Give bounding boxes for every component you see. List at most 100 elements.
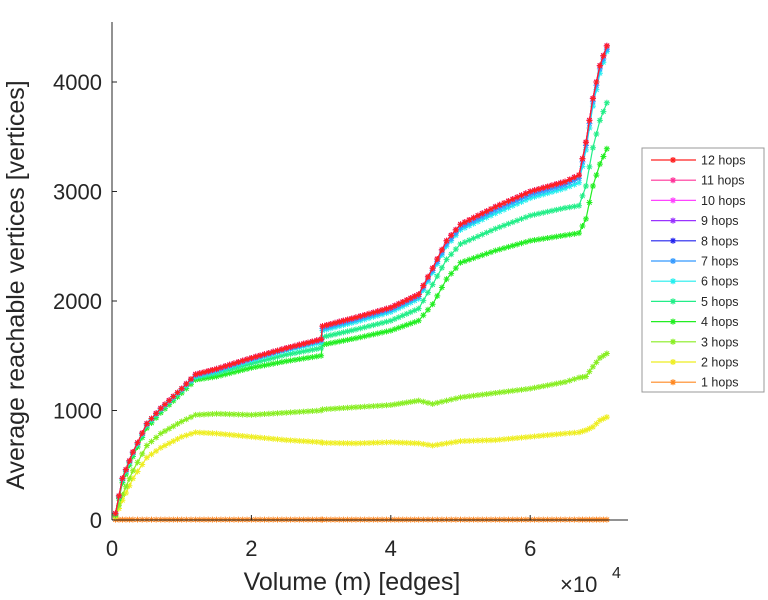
data-point <box>166 397 173 404</box>
data-point <box>296 349 303 356</box>
data-point <box>492 203 499 210</box>
data-point <box>407 295 414 302</box>
legend-marker <box>670 338 676 345</box>
data-point <box>248 354 255 361</box>
legend-label: 11 hops <box>701 174 745 188</box>
data-point <box>582 139 589 146</box>
data-point <box>531 211 538 218</box>
x-ticks: 0 2 4 6 <box>106 515 536 561</box>
data-point <box>461 393 468 400</box>
legend-label: 6 hops <box>701 275 739 289</box>
data-point <box>340 317 347 324</box>
data-point <box>479 391 486 398</box>
data-point <box>548 185 555 192</box>
data-point <box>579 428 586 435</box>
data-point <box>566 231 573 238</box>
series-5-hops <box>112 99 610 517</box>
data-point <box>571 230 578 237</box>
data-point <box>548 234 555 241</box>
data-point <box>582 142 589 149</box>
data-point <box>183 380 190 387</box>
data-point <box>244 365 251 372</box>
data-point <box>522 214 529 221</box>
data-point <box>415 317 422 324</box>
data-point <box>496 205 503 212</box>
data-point <box>112 510 119 517</box>
data-point <box>270 435 277 442</box>
data-point <box>496 208 503 215</box>
data-point <box>361 403 368 410</box>
data-point <box>461 258 468 265</box>
data-point <box>474 253 481 260</box>
x-multiplier-exponent: 4 <box>612 565 621 582</box>
y-tick-label: 2000 <box>53 289 102 314</box>
data-point <box>395 324 402 331</box>
data-point <box>522 239 529 246</box>
data-point <box>287 409 294 416</box>
data-point <box>540 188 547 195</box>
data-point <box>544 186 551 193</box>
data-point <box>352 440 359 447</box>
data-point <box>340 440 347 447</box>
data-point <box>252 434 259 441</box>
data-point <box>340 329 347 336</box>
data-point <box>336 318 343 325</box>
legend-marker <box>670 298 676 305</box>
data-point <box>479 231 486 238</box>
data-point <box>126 457 133 464</box>
data-point <box>270 410 277 417</box>
legend-label: 3 hops <box>701 335 739 349</box>
legend-label: 5 hops <box>701 295 739 309</box>
data-point <box>344 440 351 447</box>
legend-label: 4 hops <box>701 315 739 329</box>
data-point <box>252 353 259 360</box>
data-point <box>527 212 534 219</box>
data-point <box>283 351 290 358</box>
data-point <box>319 341 326 348</box>
data-point <box>470 218 477 225</box>
data-point <box>319 323 326 330</box>
data-point <box>244 356 251 363</box>
data-point <box>399 312 406 319</box>
data-point <box>387 402 394 409</box>
data-point <box>415 440 422 447</box>
data-point <box>115 492 122 499</box>
data-point <box>457 259 464 266</box>
data-point <box>187 376 194 383</box>
data-point <box>566 377 573 384</box>
data-point <box>466 256 473 263</box>
data-point <box>483 437 490 444</box>
data-point <box>575 230 582 237</box>
data-point <box>183 432 190 439</box>
data-point <box>213 430 220 437</box>
data-point <box>589 423 596 430</box>
data-point <box>501 388 508 395</box>
data-point <box>596 65 603 72</box>
data-point <box>509 196 516 203</box>
data-point <box>579 374 586 381</box>
data-point <box>531 193 538 200</box>
data-point <box>278 436 285 443</box>
data-point <box>387 317 394 324</box>
data-point <box>122 466 129 473</box>
data-point <box>244 411 251 418</box>
data-point <box>399 439 406 446</box>
data-point <box>474 437 481 444</box>
data-point <box>600 52 607 59</box>
legend-marker <box>670 177 676 184</box>
data-point <box>387 327 394 334</box>
data-point <box>201 411 208 418</box>
data-point <box>589 183 596 190</box>
data-point <box>300 355 307 362</box>
data-point <box>424 441 431 448</box>
data-point <box>403 310 410 317</box>
legend-item: 5 hops <box>651 295 739 309</box>
data-point <box>344 336 351 343</box>
data-point <box>148 438 155 445</box>
data-point <box>514 435 521 442</box>
data-point <box>553 184 560 191</box>
data-point <box>483 208 490 215</box>
data-point <box>487 437 494 444</box>
data-point <box>522 190 529 197</box>
data-point <box>143 420 150 427</box>
